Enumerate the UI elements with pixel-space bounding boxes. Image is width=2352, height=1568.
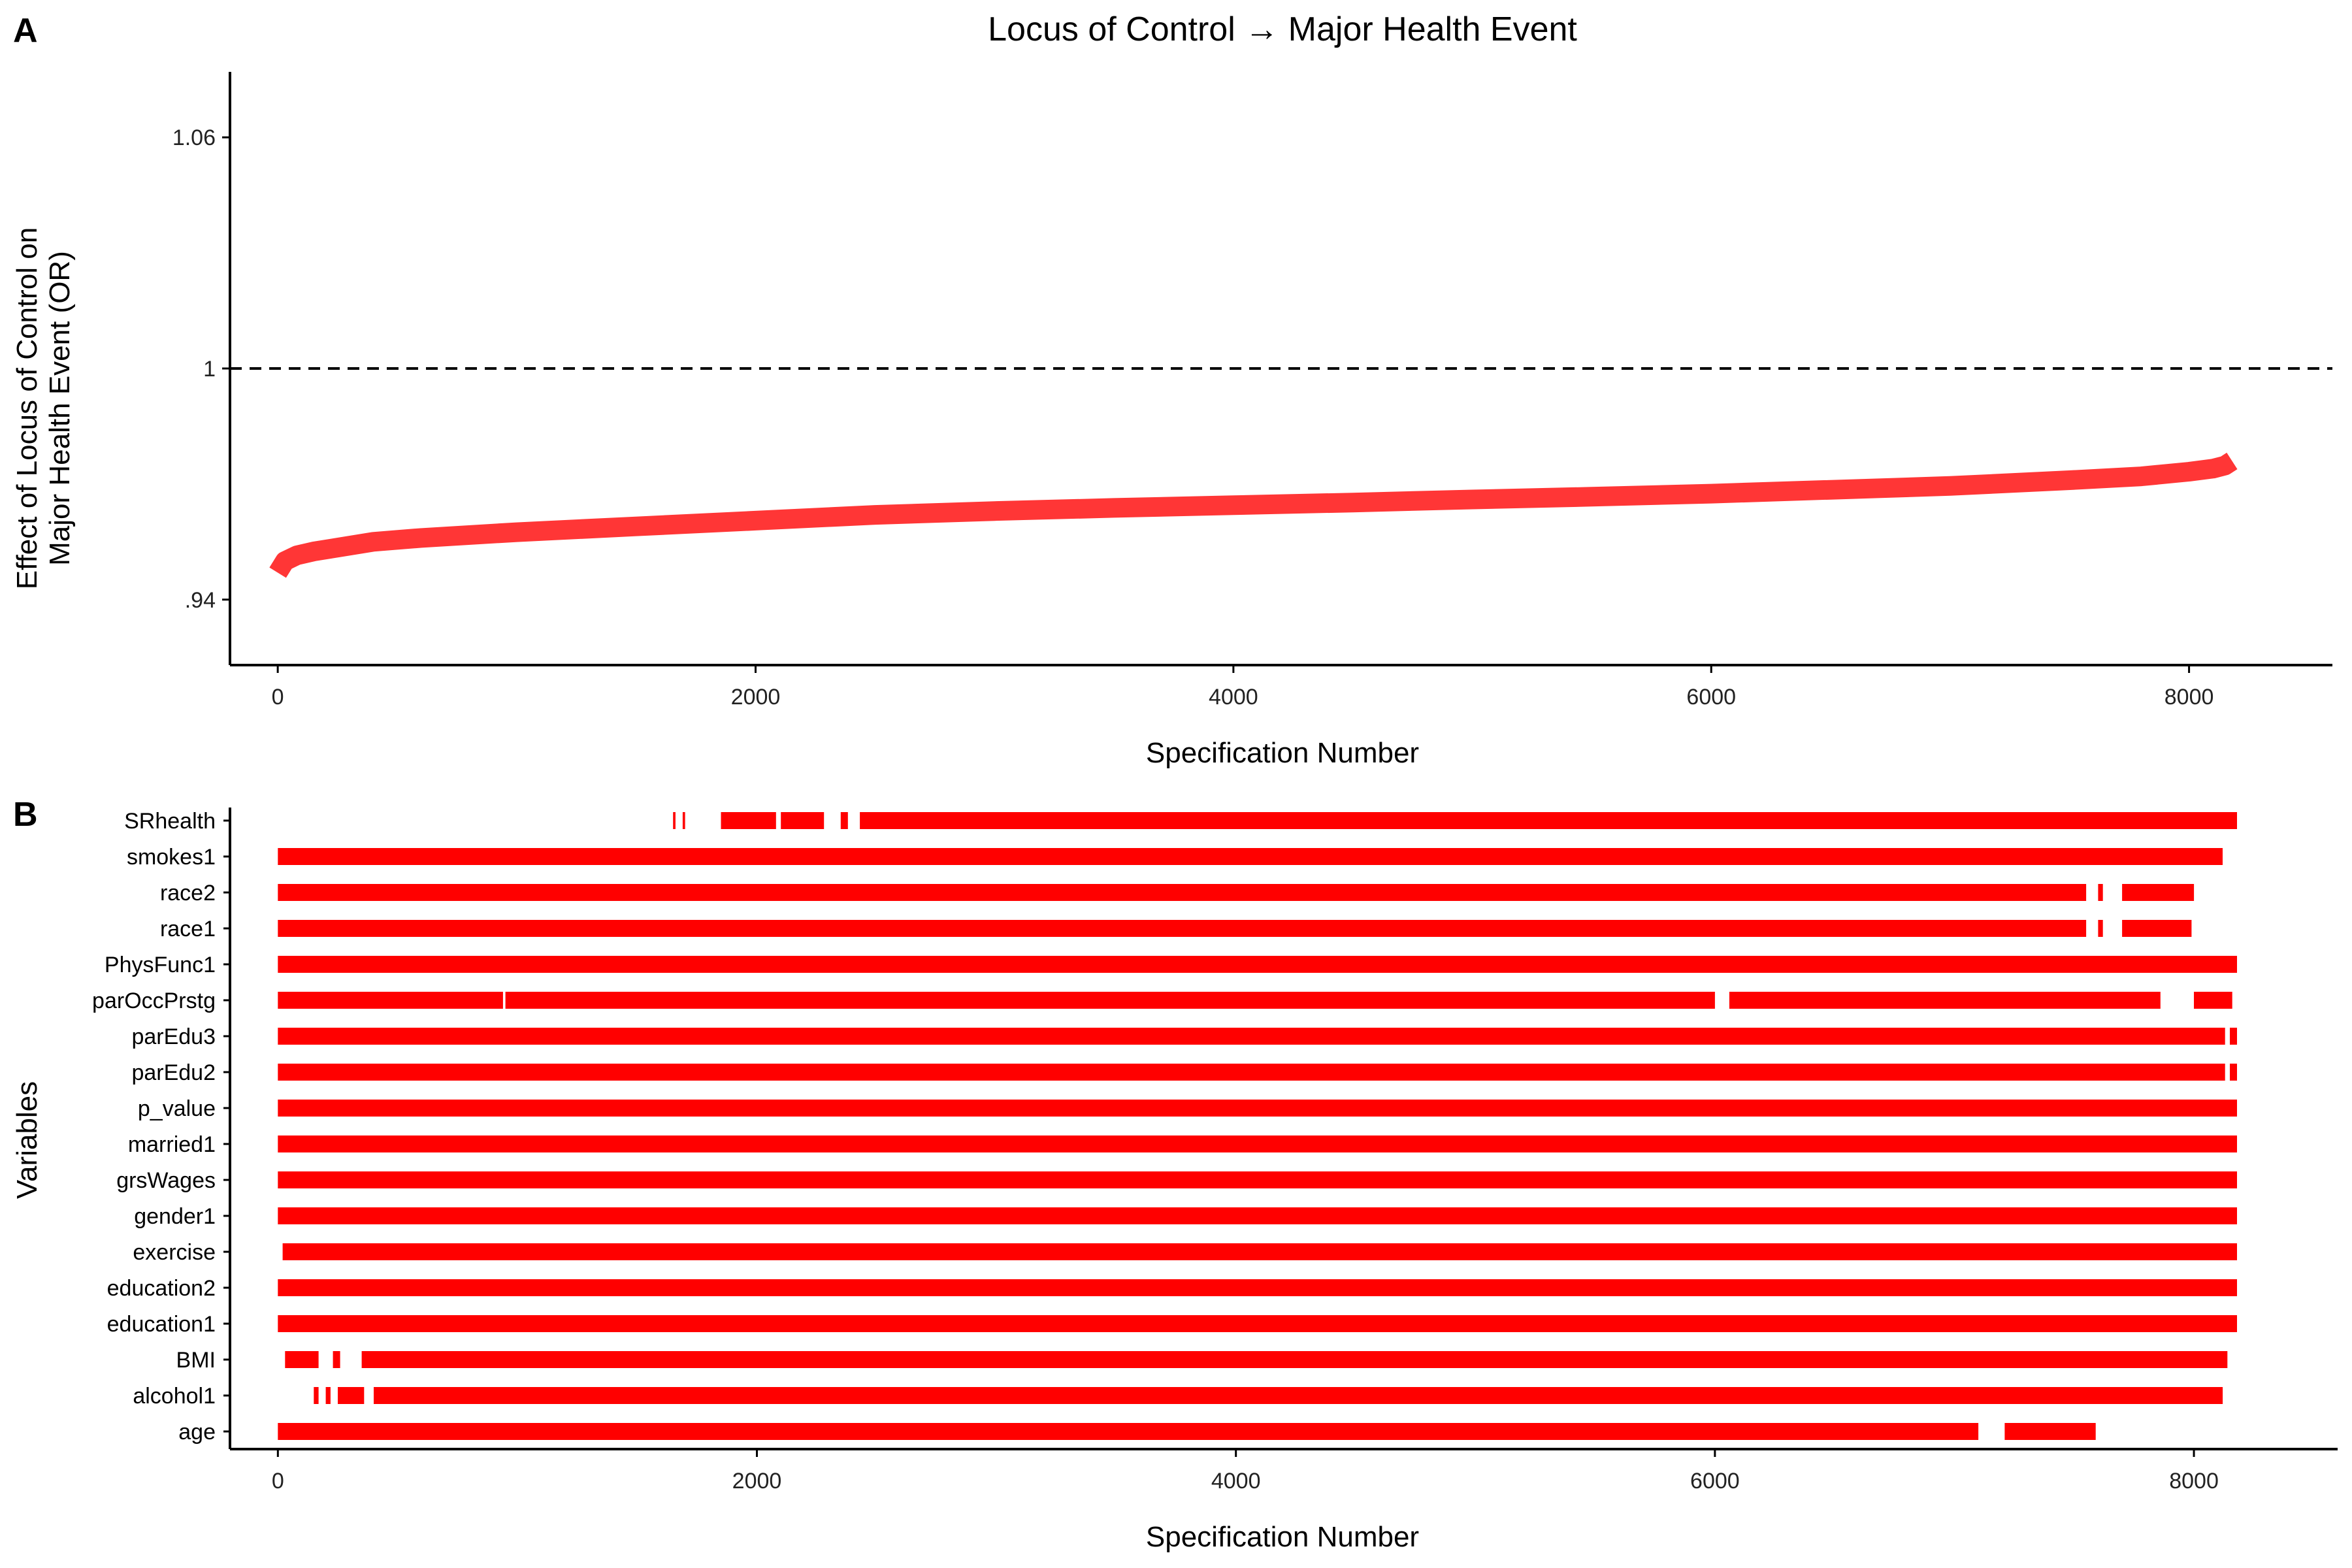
variable-label: SRhealth bbox=[124, 809, 216, 834]
variable-segment bbox=[505, 992, 1715, 1009]
panel-b-xtick-label: 4000 bbox=[1211, 1469, 1261, 1494]
panel-a-ylabel-line2: Major Health Event (OR) bbox=[44, 251, 76, 566]
variable-label: BMI bbox=[176, 1348, 216, 1373]
variable-segment bbox=[314, 1387, 319, 1404]
variable-segment bbox=[278, 1423, 1979, 1440]
panel-a-xtick-label: 2000 bbox=[731, 685, 781, 710]
panel-b-xtick-label: 2000 bbox=[732, 1469, 782, 1494]
variable-segment bbox=[682, 812, 685, 829]
variable-segment bbox=[278, 1135, 2237, 1152]
panel-a-xtick-label: 0 bbox=[272, 685, 284, 710]
variable-segment bbox=[361, 1351, 2228, 1368]
variable-segment bbox=[278, 1064, 2225, 1081]
variable-label: gender1 bbox=[134, 1204, 216, 1229]
variable-label: race1 bbox=[160, 917, 216, 941]
variable-segment bbox=[2194, 992, 2232, 1009]
variable-segment bbox=[278, 1100, 2237, 1117]
panel-b-xtick-label: 6000 bbox=[1690, 1469, 1740, 1494]
variable-segment bbox=[278, 920, 2087, 937]
variable-segment bbox=[840, 812, 848, 829]
panel-b-label: B bbox=[13, 796, 38, 834]
variable-segment bbox=[278, 1171, 2237, 1188]
variable-segment bbox=[278, 884, 2087, 901]
panel-b-xtick-label: 0 bbox=[272, 1469, 284, 1494]
variable-segment bbox=[278, 1207, 2237, 1224]
panel-a-title: Locus of Control → Major Health Event bbox=[988, 10, 1577, 48]
variable-label: parOccPrstg bbox=[92, 988, 216, 1013]
variable-segment bbox=[2230, 1064, 2237, 1081]
panel-b-xlabel: Specification Number bbox=[1146, 1521, 1419, 1553]
variable-segment bbox=[374, 1387, 2223, 1404]
panel-a-ylabel-line1: Effect of Locus of Control on bbox=[11, 227, 43, 589]
variable-segment bbox=[2098, 884, 2103, 901]
variable-segment bbox=[333, 1351, 340, 1368]
variable-segment bbox=[278, 1279, 2237, 1296]
variable-label: PhysFunc1 bbox=[105, 953, 216, 977]
variable-segment bbox=[325, 1387, 331, 1404]
variable-label: grsWages bbox=[116, 1168, 216, 1193]
variable-label: married1 bbox=[128, 1132, 216, 1157]
variable-segment bbox=[278, 848, 2223, 865]
panel-b-plot: 0 2000 4000 6000 8000 SRhealth smokes1 race2 rac… bbox=[92, 808, 2338, 1494]
panel-a-ytick-label: 1 bbox=[203, 357, 216, 382]
variable-segment bbox=[285, 1351, 319, 1368]
variable-label: exercise bbox=[133, 1240, 216, 1265]
variable-segment bbox=[2230, 1028, 2237, 1045]
variable-label: smokes1 bbox=[127, 845, 216, 870]
variable-label: parEdu2 bbox=[131, 1060, 216, 1085]
variable-segment bbox=[1729, 992, 2161, 1009]
panel-a-label: A bbox=[13, 12, 38, 50]
variable-label: education2 bbox=[107, 1276, 216, 1301]
variable-segment bbox=[2122, 920, 2192, 937]
variable-label: parEdu3 bbox=[131, 1024, 216, 1049]
panel-b-xtick-label: 8000 bbox=[2169, 1469, 2219, 1494]
panel-a-plot: .94 1 1.06 0 2000 4000 6000 8000 bbox=[172, 72, 2332, 710]
variable-label: race2 bbox=[160, 881, 216, 906]
variable-segment bbox=[673, 812, 676, 829]
variable-segment bbox=[278, 1315, 2237, 1332]
panel-b-ylabel: Variables bbox=[11, 1081, 43, 1199]
panel-a-ytick-label: .94 bbox=[185, 588, 216, 613]
variable-segment bbox=[338, 1387, 365, 1404]
variable-label: age bbox=[178, 1420, 216, 1445]
variable-segment bbox=[2122, 884, 2195, 901]
variable-segment bbox=[278, 992, 503, 1009]
variable-label: alcohol1 bbox=[133, 1384, 216, 1409]
panel-a-ytick-label: 1.06 bbox=[172, 125, 216, 150]
panel-a-xtick-label: 6000 bbox=[1686, 685, 1736, 710]
variable-label: p_value bbox=[138, 1096, 216, 1121]
variable-segment bbox=[781, 812, 825, 829]
variable-segment bbox=[2098, 920, 2103, 937]
variable-segment bbox=[282, 1243, 2237, 1260]
variable-segment bbox=[860, 812, 2237, 829]
panel-a-xlabel: Specification Number bbox=[1146, 737, 1419, 769]
panel-a-xtick-label: 8000 bbox=[2164, 685, 2214, 710]
variable-segment bbox=[278, 1028, 2225, 1045]
panel-a-estimate-series bbox=[269, 452, 2238, 578]
variable-segment bbox=[278, 956, 2237, 973]
panel-a-xtick-label: 4000 bbox=[1209, 685, 1258, 710]
variable-label: education1 bbox=[107, 1312, 216, 1337]
variable-segment bbox=[721, 812, 776, 829]
variable-segment bbox=[2004, 1423, 2096, 1440]
